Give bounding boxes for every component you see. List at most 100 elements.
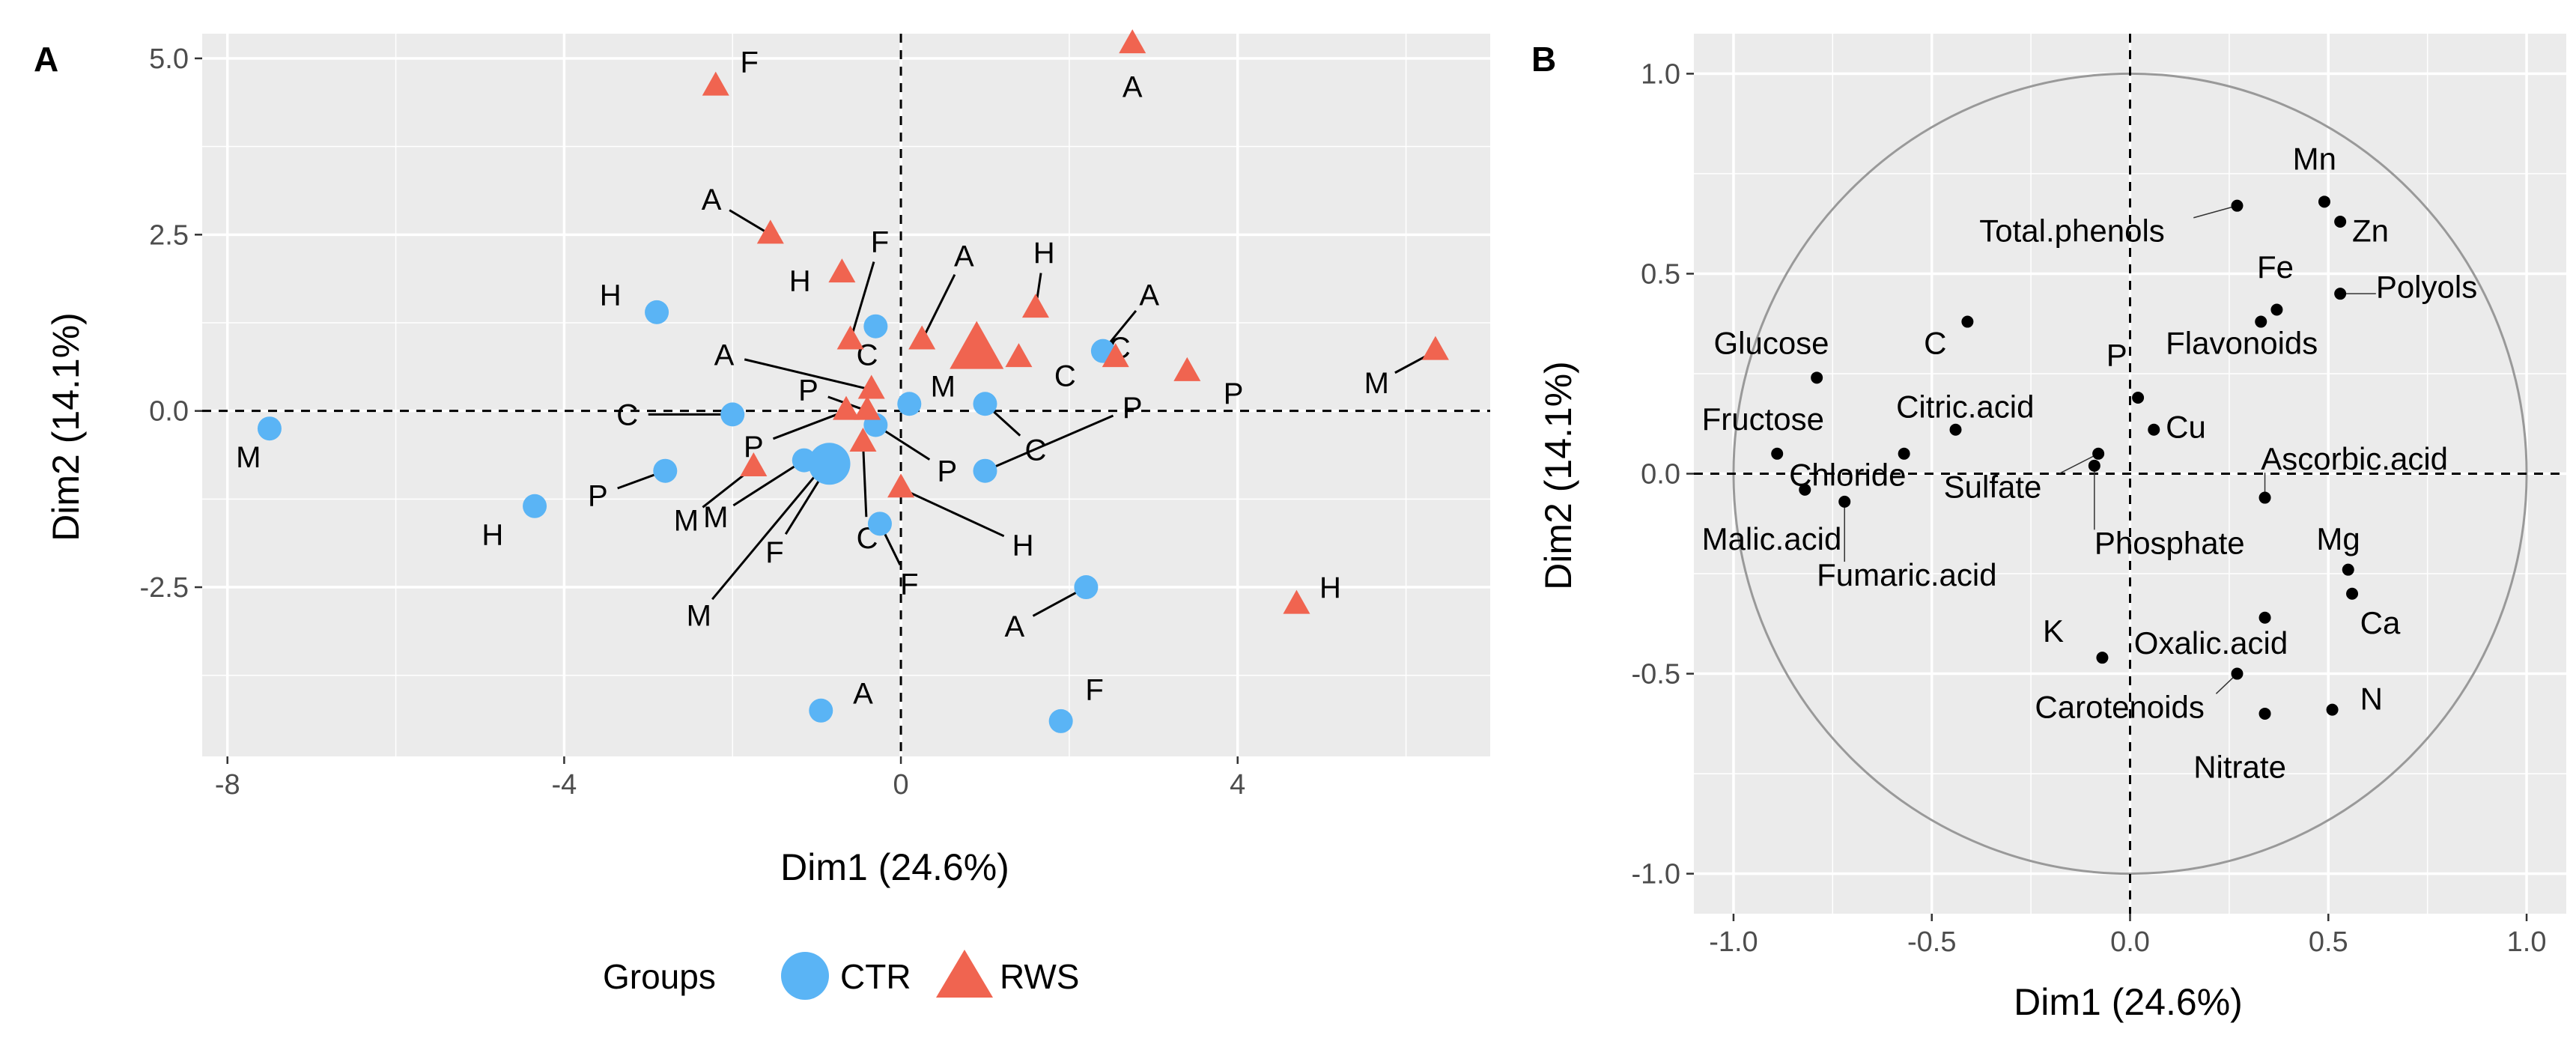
ctr-point — [792, 448, 816, 473]
rws-point — [1021, 294, 1049, 318]
panel-b-y-axis-title: Dim2 (14.1%) — [1537, 361, 1579, 590]
point-label: C — [1054, 360, 1076, 393]
variable-point — [2231, 667, 2244, 680]
variable-point — [2334, 216, 2347, 228]
rws-point — [1119, 29, 1146, 54]
panel-b-variables-plot: B Dim1 (24.6%) Dim2 (14.1%) -1.0 -0.5 0.0 0… — [1531, 34, 2566, 1023]
point-label: F — [871, 226, 889, 259]
panel-a-legend: Groups CTR RWS — [603, 950, 1080, 1000]
variable-point — [2088, 459, 2100, 472]
variable-connector — [2193, 204, 2238, 219]
rws-point — [1421, 336, 1449, 360]
label-connector — [861, 442, 868, 518]
point-label: A — [702, 183, 722, 216]
panel-a-individuals-plot: A Dim1 (24.6%) Dim2 (14.1%) Groups CTR R… — [34, 29, 1490, 1000]
x-tick-label: 0 — [893, 769, 909, 801]
point-label: F — [741, 46, 759, 79]
plot-background — [202, 34, 1490, 756]
point-label: H — [600, 279, 622, 312]
variable-point — [1811, 371, 1823, 384]
ctr-point — [653, 458, 678, 483]
variable-label: N — [2360, 682, 2383, 717]
variable-point — [2096, 652, 2109, 664]
variable-point — [1949, 423, 1962, 436]
ctr-point — [973, 392, 997, 416]
y-tick-label: 1.0 — [1641, 58, 1680, 90]
panel-b-x-axis-title: Dim1 (24.6%) — [2014, 981, 2243, 1023]
point-label: P — [1224, 377, 1244, 410]
rws-point — [836, 325, 864, 350]
variable-label: K — [2043, 613, 2064, 649]
variable-label: P — [2106, 337, 2127, 372]
point-label: A — [1123, 71, 1143, 104]
variable-label: Mn — [2293, 142, 2336, 177]
variable-point — [2346, 587, 2359, 600]
point-label: F — [900, 568, 918, 601]
y-tick-label: -1.0 — [1632, 859, 1680, 890]
point-label: M — [674, 505, 699, 538]
point-label: M — [687, 600, 711, 633]
variable-label: Sulfate — [1944, 470, 2042, 505]
x-tick-label: 4 — [1230, 769, 1245, 801]
rws-point — [1283, 589, 1310, 614]
x-tick-label: -4 — [552, 769, 577, 801]
rws-point — [828, 258, 856, 283]
ctr-point — [257, 416, 282, 441]
point-label: P — [588, 480, 608, 513]
variable-label: C — [1924, 325, 1946, 360]
variable-point — [2270, 303, 2283, 316]
variable-point — [2258, 611, 2271, 624]
y-tick-label: -0.5 — [1632, 659, 1680, 691]
point-label: P — [798, 374, 818, 407]
variable-point — [1838, 495, 1851, 508]
point-label: H — [482, 518, 503, 551]
ctr-point — [1074, 575, 1099, 600]
variable-point — [1771, 447, 1784, 460]
point-label: A — [954, 240, 974, 273]
ctr-point — [523, 494, 547, 518]
variable-label: Cu — [2166, 409, 2206, 444]
variable-point — [2318, 195, 2330, 208]
variable-label: Phosphate — [2094, 525, 2245, 560]
variable-label: Fe — [2257, 249, 2294, 285]
ctr-point — [973, 458, 997, 483]
variable-label: Total.phenols — [1979, 213, 2165, 249]
variable-point — [2132, 392, 2145, 404]
point-label: C — [1024, 434, 1046, 467]
variable-label: Zn — [2352, 213, 2389, 249]
variable-point — [2258, 707, 2271, 720]
panel-a-label: A — [34, 40, 58, 79]
ctr-point — [645, 300, 669, 324]
variable-label: Citric.acid — [1896, 389, 2034, 425]
variable-point — [1898, 447, 1910, 460]
point-label: F — [765, 536, 783, 569]
x-tick-label: 0.0 — [2110, 926, 2150, 958]
variable-point — [2342, 563, 2354, 576]
rws-point — [702, 71, 729, 96]
legend-rws-triangle-icon — [936, 950, 993, 998]
rws-point — [1173, 356, 1201, 381]
legend-rws-label: RWS — [1000, 957, 1080, 996]
variable-point — [1799, 483, 1811, 496]
label-connector — [772, 410, 847, 440]
rws-point — [1005, 343, 1033, 368]
variable-label: Fumaric.acid — [1817, 557, 1996, 592]
rws-point — [756, 219, 784, 244]
point-label: F — [1085, 674, 1103, 707]
variable-point — [2334, 288, 2347, 300]
y-tick-label: 5.0 — [149, 43, 189, 75]
point-label: M — [236, 441, 261, 474]
variable-label: Fructose — [1702, 401, 1824, 437]
variable-label: Nitrate — [2193, 749, 2286, 784]
point-label: H — [1033, 237, 1055, 270]
variable-label: Oxalic.acid — [2134, 625, 2288, 661]
point-label: H — [1319, 571, 1341, 604]
rws-point — [887, 473, 915, 498]
x-tick-label: -8 — [215, 769, 240, 801]
variable-connector — [2059, 453, 2099, 475]
ctr-point — [1048, 708, 1073, 733]
label-connector — [711, 463, 827, 601]
rws-point — [833, 395, 860, 420]
point-label: M — [1364, 367, 1389, 400]
point-label: A — [1139, 279, 1159, 312]
